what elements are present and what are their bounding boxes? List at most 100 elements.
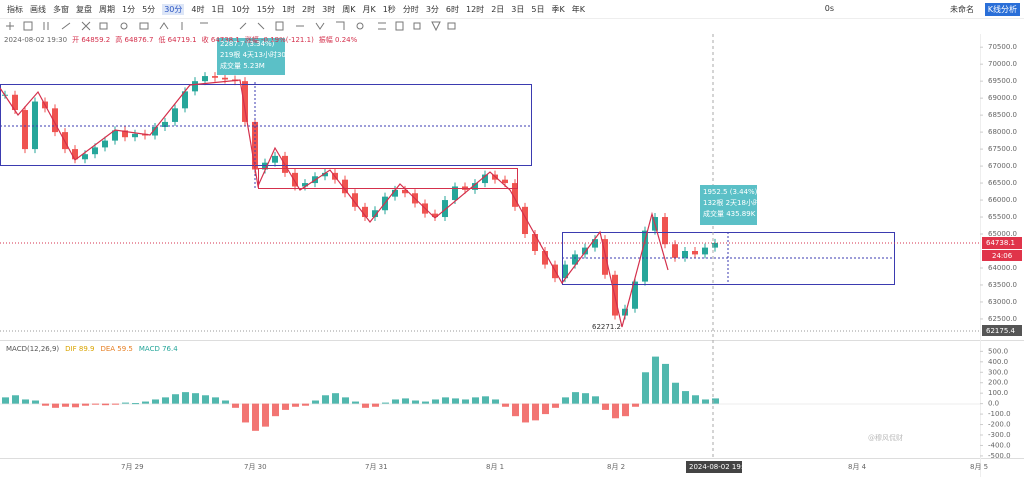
candle [222,77,228,80]
tool-button[interactable]: 周期 [99,4,115,14]
candle [152,127,158,136]
histogram-bar [392,399,399,404]
tool-button[interactable]: 多窗 [53,4,69,14]
candle [252,121,258,170]
histogram-bar [152,399,159,404]
candle [452,186,458,201]
macd-legend: MACD(12,26,9) [6,345,59,353]
histogram-bar [2,397,9,404]
period-button[interactable]: 5日 [531,4,545,14]
histogram-bar [432,399,439,404]
measure-text: 成交量 435.89K [703,209,756,218]
y-tick-label: 66500.0 [988,179,1017,187]
y-tick-label: 64000.0 [988,264,1017,272]
histogram-bar [252,403,259,431]
period-button[interactable]: 季K [551,4,565,14]
candle [32,101,38,150]
info-text: 收 64738.1 [202,35,240,44]
histogram-bar [492,399,499,404]
info-text: 开 64859.2 [72,36,110,44]
histogram-bar [532,403,539,421]
y-tick-label: 70000.0 [988,60,1017,68]
candle [602,239,608,275]
measure-box [700,185,757,225]
period-button[interactable]: 6时 [445,4,459,14]
y-tick-label: -500.0 [988,452,1011,460]
candle [692,251,698,255]
histogram-bar [132,403,139,405]
y-tick-label: 200.0 [988,379,1008,387]
candle [472,183,478,190]
y-tick-label: 69000.0 [988,94,1017,102]
period-button[interactable]: 3时 [322,4,336,14]
period-button[interactable]: 1日 [211,4,225,14]
histogram-bar [222,400,229,404]
period-button[interactable]: 15分 [256,4,275,14]
histogram-bar [712,398,719,404]
period-button[interactable]: 分时 [402,4,419,14]
period-button[interactable]: 1秒 [382,4,396,14]
histogram-bar [282,403,289,410]
macd-legend: MACD 76.4 [139,345,178,353]
histogram-bar [322,395,329,404]
period-button[interactable]: 12时 [466,4,485,14]
period-button[interactable]: 3分 [425,4,439,14]
period-button[interactable]: 1分 [122,4,136,14]
tool-button[interactable]: 画线 [30,4,46,14]
candle [682,251,688,258]
histogram-bar [162,397,169,404]
histogram-bar [112,403,119,405]
macd-legend: DEA 59.5 [100,345,132,353]
measure-text: 132根 2天18小时 [703,198,760,207]
y-tick-label: 67500.0 [988,145,1017,153]
info-text: 振幅 0.24% [319,35,358,44]
y-tick-label: 68000.0 [988,128,1017,136]
drawings [0,34,980,458]
period-button[interactable]: 10分 [231,4,250,14]
layout-name[interactable]: 未命名 [950,5,974,14]
tool-button[interactable]: 复盘 [76,4,92,14]
histogram-bar [672,382,679,404]
candle [662,217,668,245]
info-text: 低 64719.1 [158,35,196,44]
histogram-bar [702,399,709,404]
histogram-bar [582,393,589,404]
period-button[interactable]: 年K [571,4,585,14]
candle [392,189,398,197]
period-button[interactable]: 5分 [142,4,156,14]
candle [292,172,298,187]
analysis-button[interactable]: K线分析 [984,3,1020,16]
candle [112,130,118,141]
period-button[interactable]: 月K [362,4,376,14]
histogram-bar [142,401,149,404]
candle [442,200,448,218]
candle [172,108,178,122]
period-button[interactable]: 2时 [302,4,316,14]
histogram-bar [412,400,419,404]
period-button[interactable]: 2日 [491,4,505,14]
period-button[interactable]: 4时 [191,4,205,14]
histogram-bar [332,393,339,404]
measure-text: 成交量 5.23M [220,61,265,70]
candle [202,76,208,82]
candle [532,234,538,252]
candle [362,206,368,218]
period-button[interactable]: 周K [342,4,356,14]
candle [622,308,628,316]
measure-text: 219根 4天13小时30分钟 [220,50,300,59]
histogram-bar [262,403,269,427]
candle [372,210,378,218]
histogram-bar [272,403,279,417]
histogram-bar [62,403,69,407]
x-tick-label: 8月 2 [607,463,625,471]
info-text: 涨幅 -0.19%(-121.1) [245,35,314,44]
histogram-bar [42,403,49,406]
histogram-bar [352,401,359,404]
period-button[interactable]: 1时 [281,4,296,14]
period-button[interactable]: 30分 [162,3,185,15]
candle [432,213,438,218]
tool-button[interactable]: 指标 [7,4,23,14]
period-button[interactable]: 3日 [511,4,525,14]
drawing-toolbar [6,21,456,32]
